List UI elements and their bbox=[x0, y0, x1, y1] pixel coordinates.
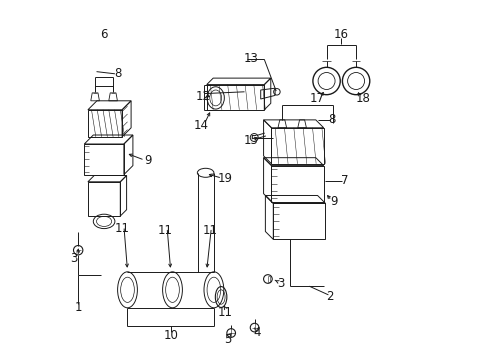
Text: 5: 5 bbox=[224, 333, 231, 346]
Text: 3: 3 bbox=[276, 277, 284, 290]
Text: 12: 12 bbox=[195, 90, 210, 103]
Text: 9: 9 bbox=[329, 195, 337, 208]
Text: 17: 17 bbox=[309, 92, 325, 105]
Text: 14: 14 bbox=[193, 119, 208, 132]
Text: 2: 2 bbox=[326, 291, 333, 303]
Text: 11: 11 bbox=[203, 224, 217, 237]
Text: 11: 11 bbox=[217, 306, 232, 319]
Text: 11: 11 bbox=[158, 224, 172, 237]
Text: 10: 10 bbox=[163, 329, 178, 342]
Text: 15: 15 bbox=[243, 134, 258, 147]
Text: 4: 4 bbox=[253, 326, 261, 339]
Text: 1: 1 bbox=[74, 301, 82, 314]
Text: 11: 11 bbox=[114, 222, 129, 235]
Text: 3: 3 bbox=[70, 252, 77, 265]
Text: 6: 6 bbox=[100, 28, 108, 41]
Text: 8: 8 bbox=[114, 67, 121, 80]
Text: 19: 19 bbox=[217, 172, 232, 185]
Text: 8: 8 bbox=[327, 113, 335, 126]
Text: 13: 13 bbox=[243, 52, 258, 65]
Text: 18: 18 bbox=[355, 92, 369, 105]
Text: 16: 16 bbox=[333, 28, 348, 41]
Text: 7: 7 bbox=[340, 174, 347, 187]
Text: 9: 9 bbox=[144, 154, 151, 167]
